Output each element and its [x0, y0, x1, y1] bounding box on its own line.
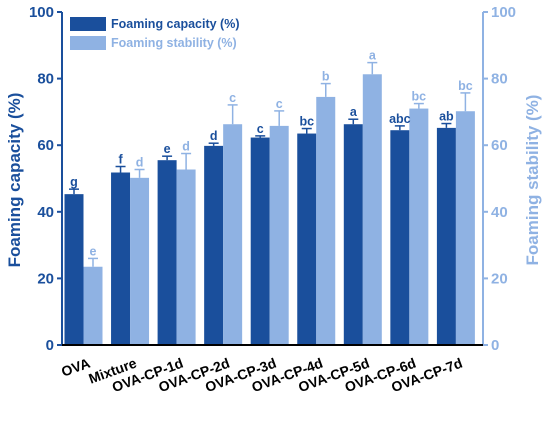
- right-tick-label: 60: [491, 137, 508, 154]
- left-y-axis-title: Foaming capacity (%): [5, 93, 24, 268]
- bar-foaming-stability: [176, 169, 196, 345]
- significance-label: bc: [299, 115, 314, 129]
- legend-swatch-foaming-capacity: [70, 17, 106, 31]
- bar-foaming-stability: [83, 266, 103, 345]
- significance-label: e: [164, 142, 171, 156]
- significance-label: a: [350, 105, 358, 119]
- left-axis-ticks: 0 20 40 60 80 100: [29, 4, 62, 354]
- significance-label: bc: [458, 79, 473, 93]
- bars-group: [64, 74, 475, 346]
- right-tick-label: 80: [491, 71, 508, 88]
- bar-foaming-stability: [409, 108, 429, 345]
- category-labels-group: OVAMixtureOVA-CP-1dOVA-CP-2dOVA-CP-3dOVA…: [59, 355, 464, 396]
- bar-foaming-capacity: [297, 133, 317, 345]
- significance-label: d: [136, 156, 144, 170]
- left-tick-label: 0: [46, 337, 54, 354]
- bar-foaming-stability: [316, 96, 336, 345]
- bar-foaming-stability: [455, 111, 475, 345]
- significance-label: e: [90, 244, 97, 258]
- significance-label: c: [229, 91, 236, 105]
- right-tick-label: 100: [491, 4, 516, 21]
- significance-label: c: [257, 122, 264, 136]
- right-tick-label: 0: [491, 337, 499, 354]
- legend: Foaming capacity (%) Foaming stability (…: [70, 17, 240, 50]
- bar-foaming-stability: [362, 74, 382, 346]
- bar-foaming-capacity: [157, 160, 177, 345]
- legend-label-foaming-stability: Foaming stability (%): [111, 36, 237, 50]
- right-tick-label: 20: [491, 270, 508, 287]
- left-tick-label: 60: [37, 137, 54, 154]
- bar-foaming-stability: [269, 125, 289, 345]
- left-tick-label: 40: [37, 204, 54, 221]
- right-axis-ticks: 0 20 40 60 80 100: [483, 4, 516, 354]
- bar-foaming-capacity: [250, 137, 270, 345]
- error-bars-group: [69, 61, 471, 267]
- significance-label: a: [369, 49, 377, 63]
- left-tick-label: 100: [29, 4, 54, 21]
- bar-foaming-capacity: [204, 145, 224, 345]
- significance-label: abc: [389, 112, 411, 126]
- bar-foaming-capacity: [436, 127, 456, 345]
- bar-foaming-capacity: [64, 194, 84, 345]
- significance-label: g: [70, 175, 78, 189]
- bar-foaming-stability: [130, 177, 150, 345]
- right-tick-label: 40: [491, 204, 508, 221]
- right-y-axis-title: Foaming stability (%): [523, 95, 542, 266]
- left-tick-label: 80: [37, 71, 54, 88]
- significance-label: d: [182, 140, 190, 154]
- bar-foaming-capacity: [343, 124, 363, 345]
- legend-swatch-foaming-stability: [70, 36, 106, 50]
- bar-foaming-capacity: [111, 172, 131, 345]
- significance-label: c: [276, 97, 283, 111]
- significance-label: bc: [412, 90, 427, 104]
- left-tick-label: 20: [37, 270, 54, 287]
- bar-foaming-stability: [223, 124, 243, 345]
- significance-label: b: [322, 70, 330, 84]
- significance-label: ab: [439, 110, 454, 124]
- significance-label: d: [210, 129, 218, 143]
- bar-foaming-capacity: [390, 130, 410, 345]
- legend-label-foaming-capacity: Foaming capacity (%): [111, 17, 240, 31]
- significance-label: f: [118, 153, 123, 167]
